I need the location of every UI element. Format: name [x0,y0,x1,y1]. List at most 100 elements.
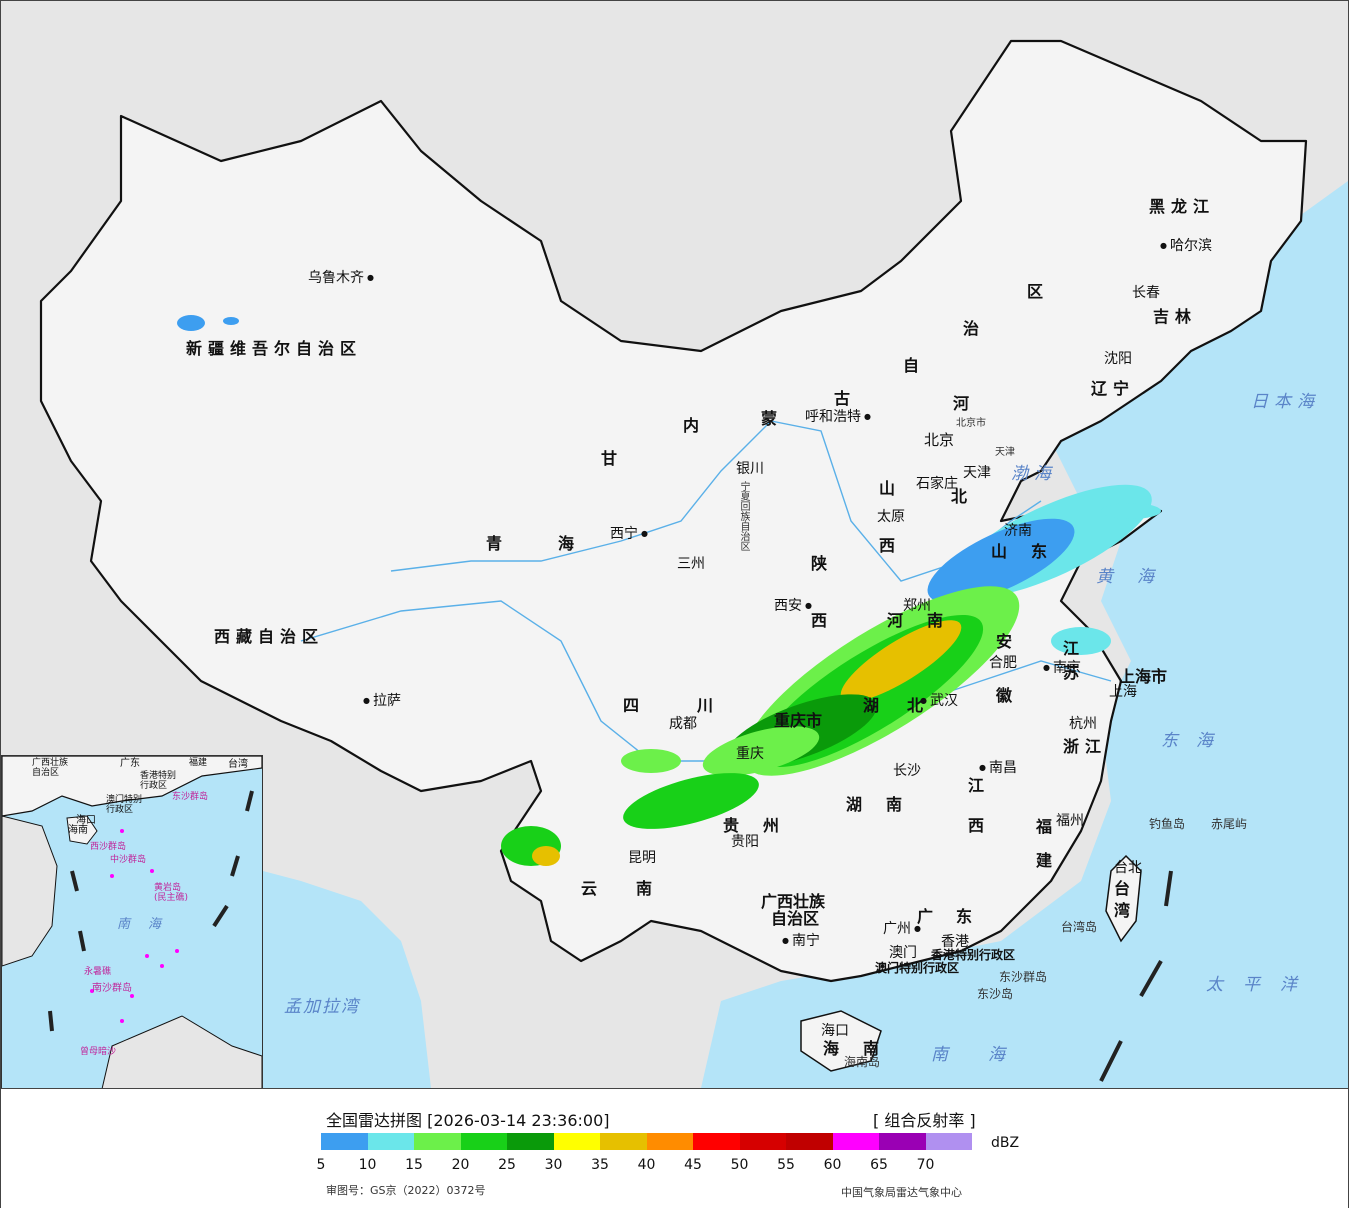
inset-xisha: 西沙群岛 [90,842,127,852]
province-label-fujian-2: 建 [1036,851,1059,870]
scale-tick-label: 25 [498,1157,516,1173]
inset-svg [2,756,262,1088]
province-label-gansu: 甘 [601,449,624,468]
color-swatch [832,1133,879,1150]
color-swatch [879,1133,926,1150]
map-area: 新疆维吾尔自治区 西藏自治区 青 海 甘 内 蒙 古 自 治 区 黑龙江 吉林 … [1,1,1348,1088]
hainan-island [800,1010,882,1072]
city-zhengzhou: 郑州 [903,598,931,614]
province-label-hunan-1: 湖 [846,795,869,814]
sea-yellow: 黄海 [1096,567,1178,587]
legend-product: [ 组合反射率 ] [873,1111,976,1130]
scale-tick-label: 15 [405,1157,423,1173]
scale-tick-label: 70 [916,1157,935,1173]
color-swatch [367,1133,414,1150]
province-label-shandong-1: 山 [991,542,1014,561]
tianjin-province-label: 天津 [995,447,1015,458]
province-label-hubei-1: 湖 [863,696,886,715]
city-chengdu: 成都 [669,716,697,732]
color-swatch [460,1133,507,1150]
island-dongsha-islands: 东沙群岛 [999,970,1048,984]
province-label-anhui-1: 安 [996,632,1019,651]
inset-taiwan: 台湾 [228,759,248,770]
city-taipei: 台北 [1114,860,1142,876]
province-label-henan-2: 南 [927,611,950,630]
province-label-anhui-2: 徽 [996,686,1019,705]
city-urumqi: 乌鲁木齐 [308,271,374,285]
color-swatch [646,1133,693,1150]
city-nanchang: 南昌 [979,761,1017,775]
inset-hainan-label: 海南 [68,825,88,836]
province-label-guizhou-1: 贵 [723,816,746,835]
inset-south-sea: 南海 [117,917,180,932]
province-label-yunnan-2: 南 [636,879,659,898]
island-taiwan: 台湾岛 [1061,920,1098,934]
province-label-jilin: 吉林 [1153,307,1198,326]
city-shijiazhuang: 石家庄 [916,476,958,492]
inset-dash-line [70,870,79,892]
city-nanning: 南宁 [782,934,820,948]
city-hohhot: 呼和浩特 [805,410,871,424]
inset-dash-line [245,790,254,812]
city-haikou: 海口 [821,1023,849,1039]
inset-dash-line [48,1010,54,1032]
province-label-hebei-1: 河 [953,394,976,413]
scale-tick-label: 45 [684,1157,702,1173]
legend-unit: dBZ [991,1135,1020,1151]
city-changchun: 长春 [1132,285,1160,301]
sea-bohai: 渤海 [1011,464,1057,484]
province-label-jiangxi-2: 西 [968,816,991,835]
city-xian: 西安 [774,599,812,613]
province-label-zhejiang: 浙江 [1063,737,1108,756]
province-label-jiangxi-1: 江 [968,776,991,795]
scale-tick-label: 40 [637,1157,656,1173]
legend-panel: 全国雷达拼图 [2026-03-14 23:36:00] [ 组合反射率 ] 5… [1,1088,1348,1208]
city-guangzhou: 广州 [883,922,921,936]
province-label-shandong-2: 东 [1031,542,1054,561]
color-swatch [414,1133,461,1150]
province-label-chongqing: 重庆市 [774,711,823,730]
province-label-taiwan-2: 湾 [1114,901,1137,920]
province-label-heilongjiang: 黑龙江 [1149,197,1216,216]
province-label-guangxi-2: 自治区 [771,909,820,928]
inset-indochina [2,815,58,967]
city-hangzhou: 杭州 [1069,716,1097,732]
province-label-sichuan-1: 四 [623,696,646,715]
city-shenyang: 沈阳 [1104,351,1132,367]
province-label-sichuan-2: 川 [697,696,720,715]
province-label-xinjiang: 新疆维吾尔自治区 [186,339,363,358]
city-changsha: 长沙 [893,763,921,779]
province-label-henan-1: 河 [887,611,910,630]
sea-east: 东海 [1161,731,1231,751]
city-wuhan: 武汉 [920,694,958,708]
east-sea-area [701,181,1348,1088]
province-label-ningxia: 宁夏回族自治区 [738,481,749,551]
province-label-neimeng-2: 蒙 [761,409,784,428]
province-label-shanxi-1: 山 [879,479,902,498]
city-xining: 西宁 [610,527,648,541]
sea-japan: 日本海 [1251,392,1320,412]
inset-zhongsha: 中沙群岛 [110,855,147,865]
inset-haikou: 海口 [76,815,96,826]
inset-nansha: 南沙群岛 [92,983,132,994]
province-label-guangdong-2: 东 [956,907,979,926]
province-label-hainan-1: 海 [823,1039,846,1058]
inset-borneo [101,1015,262,1088]
dash-line [1099,1040,1123,1082]
scale-tick-label: 55 [777,1157,795,1173]
south-china-sea-inset: 广西壮族 自治区 广东 福建 台湾 海口 海南 香港特别 行政区 澳门特别 行政… [1,755,263,1088]
color-swatch [507,1133,554,1150]
island-chiwei: 赤尾屿 [1211,817,1248,831]
city-guiyang: 贵阳 [731,834,759,850]
city-hk: 香港 [941,934,969,950]
review-number: 审图号：GS京（2022）0372号 [326,1184,486,1197]
inset-zengmu: 曾母暗沙 [80,1047,117,1057]
city-hefei: 合肥 [989,655,1017,671]
radar-echoes [177,315,1161,866]
inset-guangdong: 广东 [120,758,140,769]
sea-pacific: 太平洋 [1206,975,1317,995]
province-label-guangdong-1: 广 [917,907,940,926]
inset-huangyan: 黄岩岛 (民主礁) [154,883,189,903]
city-tianjin: 天津 [963,465,991,481]
inset-dash-line [230,855,240,877]
